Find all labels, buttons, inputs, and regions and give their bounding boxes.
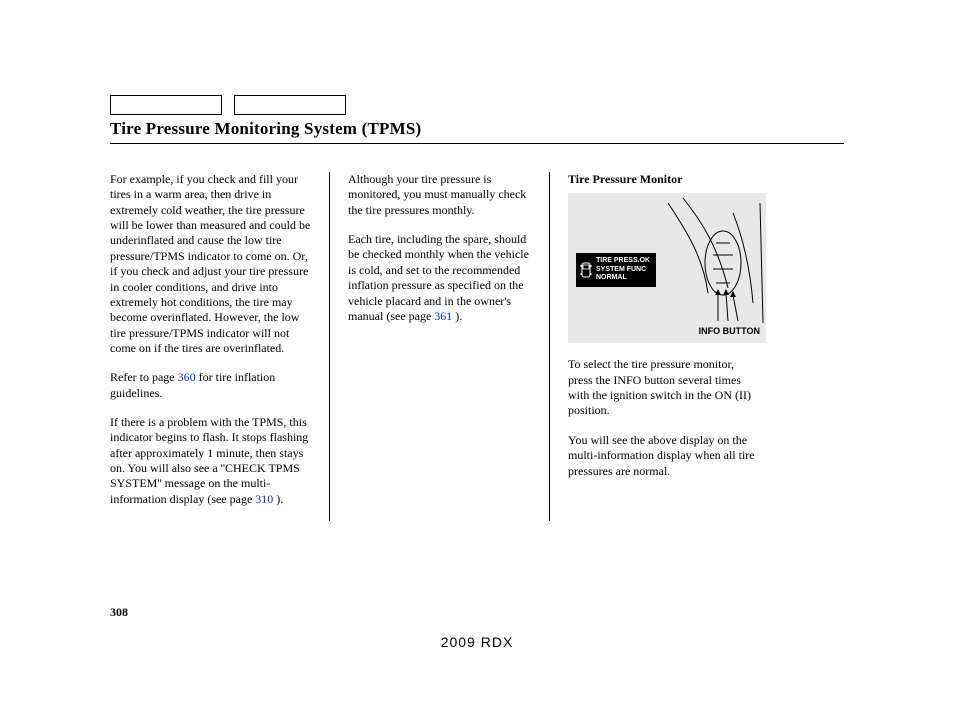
top-box-1 bbox=[110, 95, 222, 115]
col2-p2-text-b: ). bbox=[452, 309, 462, 323]
badge-text: TIRE PRESS.OK SYSTEM FUNC NORMAL bbox=[596, 257, 650, 282]
badge-line-3: NORMAL bbox=[596, 274, 650, 282]
col2-para-1: Although your tire pressure is monitored… bbox=[348, 172, 531, 218]
top-box-2 bbox=[234, 95, 346, 115]
page-link-361[interactable]: 361 bbox=[434, 309, 452, 323]
col1-para-1: For example, if you check and fill your … bbox=[110, 172, 311, 356]
col3-para-1: To select the tire pressure monitor, pre… bbox=[568, 357, 760, 418]
badge-line-1: TIRE PRESS.OK bbox=[596, 257, 650, 265]
col1-p3-text-b: ). bbox=[273, 492, 283, 506]
column-1: For example, if you check and fill your … bbox=[110, 172, 330, 521]
page-title: Tire Pressure Monitoring System (TPMS) bbox=[110, 119, 844, 144]
dashboard-figure: TIRE PRESS.OK SYSTEM FUNC NORMAL INFO BU… bbox=[568, 193, 766, 343]
car-icon bbox=[580, 262, 592, 278]
display-badge: TIRE PRESS.OK SYSTEM FUNC NORMAL bbox=[576, 253, 656, 286]
info-button-label: INFO BUTTON bbox=[699, 326, 760, 338]
page-number: 308 bbox=[110, 605, 128, 620]
col1-para-3: If there is a problem with the TPMS, thi… bbox=[110, 415, 311, 507]
page-link-360[interactable]: 360 bbox=[178, 370, 196, 384]
col2-para-2: Each tire, including the spare, should b… bbox=[348, 232, 531, 324]
col1-p2-text-a: Refer to page bbox=[110, 370, 178, 384]
col3-para-2: You will see the above display on the mu… bbox=[568, 433, 760, 479]
footer-model: 2009 RDX bbox=[0, 634, 954, 650]
badge-line-2: SYSTEM FUNC bbox=[596, 266, 650, 274]
column-3: Tire Pressure Monitor bbox=[550, 172, 778, 521]
top-boxes bbox=[110, 95, 844, 115]
col1-para-2: Refer to page 360 for tire inflation gui… bbox=[110, 370, 311, 401]
columns: For example, if you check and fill your … bbox=[110, 172, 844, 521]
page-link-310[interactable]: 310 bbox=[255, 492, 273, 506]
column-2: Although your tire pressure is monitored… bbox=[330, 172, 550, 521]
page: Tire Pressure Monitoring System (TPMS) F… bbox=[0, 0, 954, 710]
tire-pressure-monitor-heading: Tire Pressure Monitor bbox=[568, 172, 760, 187]
